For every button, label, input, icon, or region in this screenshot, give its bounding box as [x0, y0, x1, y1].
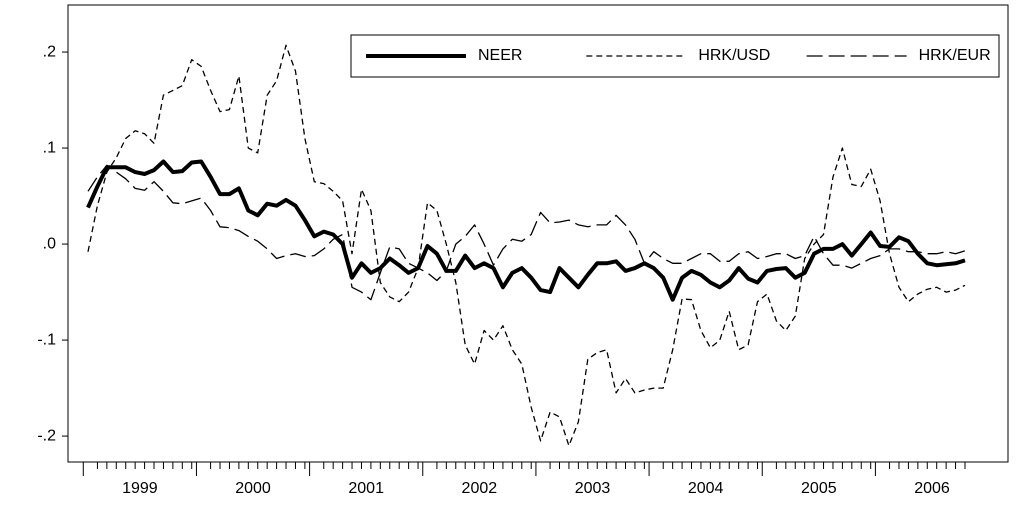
y-tick-label: .1	[43, 139, 56, 156]
x-tick-label: 2004	[688, 480, 724, 497]
legend-label: HRK/USD	[698, 47, 770, 64]
y-tick-label: -.1	[37, 331, 56, 348]
x-tick-label: 1999	[122, 480, 158, 497]
x-tick-label: 2003	[575, 480, 611, 497]
x-tick-label: 2005	[801, 480, 837, 497]
series-line	[87, 44, 966, 447]
y-tick-label: .0	[43, 235, 56, 252]
x-tick-label: 2002	[462, 480, 498, 497]
legend-label: NEER	[478, 47, 522, 64]
legend-label: HRK/EUR	[919, 47, 991, 64]
x-tick-label: 2006	[914, 480, 950, 497]
series-line	[87, 164, 966, 301]
plot-frame	[67, 4, 1009, 463]
y-tick-label: -.2	[37, 427, 56, 444]
series-line	[86, 159, 966, 302]
x-tick-label: 2001	[348, 480, 384, 497]
y-tick-label: .2	[43, 43, 56, 60]
x-tick-label: 2000	[235, 480, 271, 497]
